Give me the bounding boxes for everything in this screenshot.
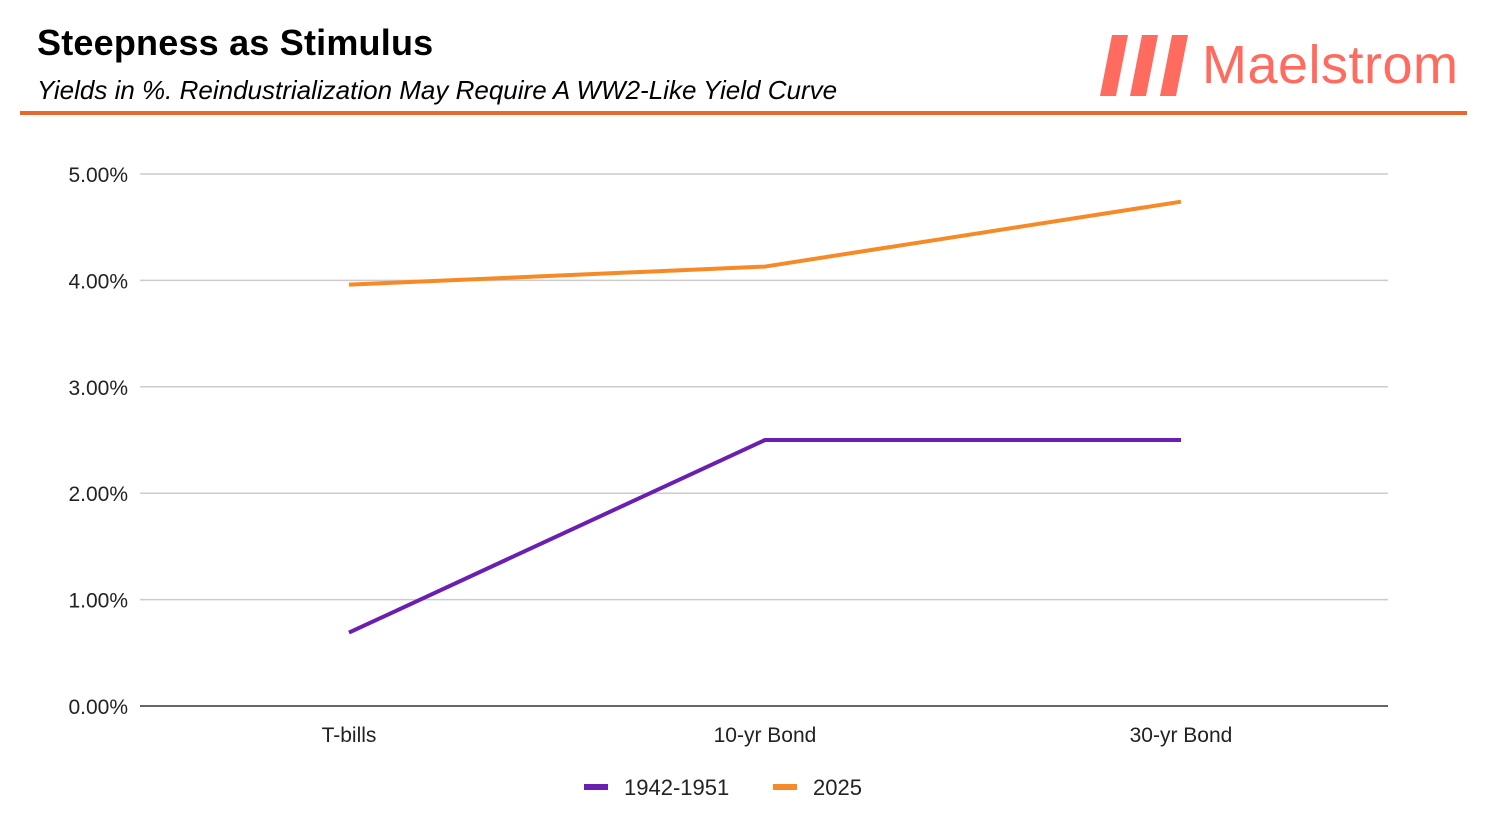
header-divider: [20, 111, 1467, 115]
logo-stripes-icon: [1100, 35, 1188, 96]
legend-swatch: [584, 784, 608, 790]
x-tick-label: 10-yr Bond: [714, 724, 817, 747]
y-tick-label: 4.00%: [68, 270, 128, 293]
y-tick-label: 5.00%: [68, 164, 128, 187]
series-line-2: [348, 199, 1182, 287]
x-tick-label: 30-yr Bond: [1130, 724, 1233, 747]
y-tick-label: 1.00%: [68, 590, 128, 613]
y-tick-label: 3.00%: [68, 377, 128, 400]
legend-label: 1942-1951: [624, 775, 729, 800]
series-line-1: [348, 438, 1181, 635]
y-tick-label: 0.00%: [68, 696, 128, 719]
chart-subtitle: Yields in %. Reindustrialization May Req…: [37, 75, 838, 105]
y-tick-label: 2.00%: [68, 483, 128, 506]
brand-name: Maelstrom: [1202, 35, 1459, 95]
legend-swatch: [773, 784, 797, 790]
legend-label: 2025: [813, 775, 862, 800]
x-tick-label: T-bills: [322, 724, 377, 747]
chart-title: Steepness as Stimulus: [37, 22, 434, 63]
maelstrom-logo: Maelstrom: [1098, 30, 1468, 100]
